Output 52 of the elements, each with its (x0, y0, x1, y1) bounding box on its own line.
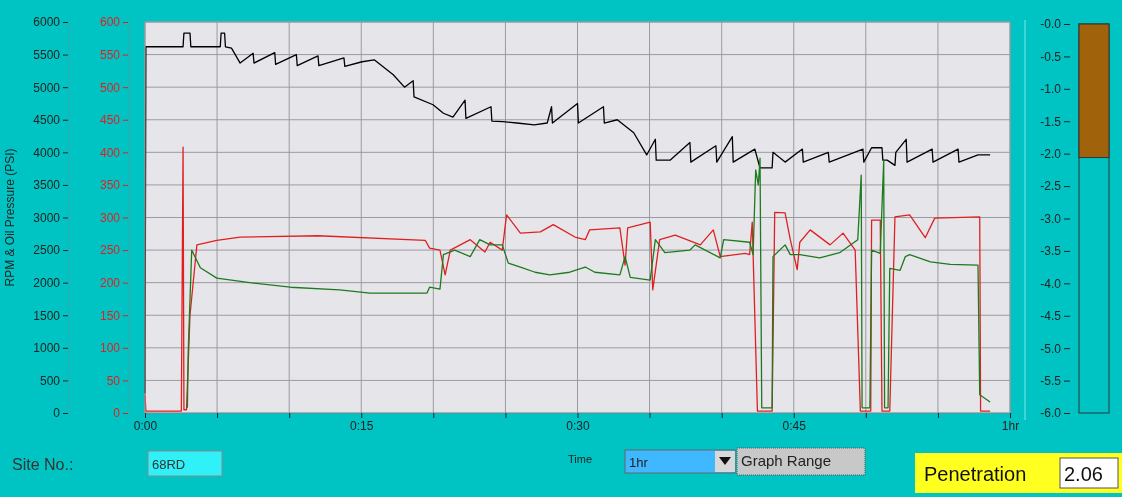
y2-tick-label: 550 (99, 47, 121, 62)
y2-tick-label: 300 (99, 210, 121, 225)
y-tick-label: -2.5 (1040, 179, 1062, 194)
y-tick-label: 5000 (33, 80, 61, 95)
y-tick-label: 3500 (33, 178, 61, 193)
y-tick-label: -3.5 (1040, 244, 1062, 259)
y-tick-label: -1.0 (1040, 82, 1062, 97)
y-tick-label: 6000 (33, 15, 61, 30)
y-tick-label: -2.0 (1040, 147, 1062, 162)
y-tick-label: 2500 (33, 243, 61, 258)
x-tick-label: 1hr (1001, 418, 1020, 433)
x-axis-title: Time (567, 453, 593, 465)
y-tick-label: 500 (39, 373, 61, 388)
y-tick-label: -4.0 (1040, 276, 1062, 291)
y2-tick-label: 200 (99, 276, 121, 291)
y-tick-label: -0.0 (1040, 17, 1062, 32)
y-tick-label: 1500 (33, 308, 61, 323)
y2-tick-label: 50 (106, 373, 121, 388)
y-axis-title: RPM & Oil Pressure (PSI) (3, 148, 17, 287)
readout-field: Penetration 2.06 (915, 453, 1122, 493)
text: Site No.: (12, 456, 74, 473)
y2-tick-label: 600 (99, 15, 121, 30)
y-tick-label: 2000 (33, 276, 61, 291)
y-tick-label: 3000 (33, 210, 61, 225)
y2-tick-label: 350 (99, 178, 121, 193)
y-tick-label: 5500 (33, 47, 61, 62)
button: Graph Range (736, 447, 866, 476)
y-tick-label: 4500 (33, 113, 61, 128)
y2-tick-label: 100 (99, 341, 121, 356)
y-tick-label: -3.0 (1040, 211, 1062, 226)
y-tick-label: 1000 (33, 341, 61, 356)
dropdown: 1hr (624, 449, 736, 474)
y-tick-label: -5.0 (1040, 341, 1062, 356)
y2-tick-label: 150 (99, 308, 121, 323)
y-tick-label: 4000 (33, 145, 61, 160)
y2-tick-label: 250 (99, 243, 121, 258)
y2-tick-label: 400 (99, 145, 121, 160)
x-axis-title: Penetration (924, 463, 1027, 485)
x-tick-label: 0:30 (566, 418, 590, 433)
text-field: 68RD (147, 450, 223, 477)
y-tick-label: -5.5 (1040, 373, 1062, 388)
y2-tick-label: 500 (99, 80, 121, 95)
y-tick-label: -0.5 (1040, 49, 1062, 64)
y2-tick-label: 450 (99, 113, 121, 128)
y-tick-label: 0 (53, 406, 61, 421)
x-tick-label: 0:00 (133, 418, 158, 433)
y2-tick-label: 0 (113, 406, 121, 421)
x-tick-label: 0:45 (782, 418, 807, 433)
x-tick-label: 0:15 (350, 418, 374, 433)
y-tick-label: -4.5 (1040, 309, 1062, 324)
y-tick-label: -6.0 (1040, 406, 1062, 421)
y-tick-label: -1.5 (1040, 114, 1062, 129)
